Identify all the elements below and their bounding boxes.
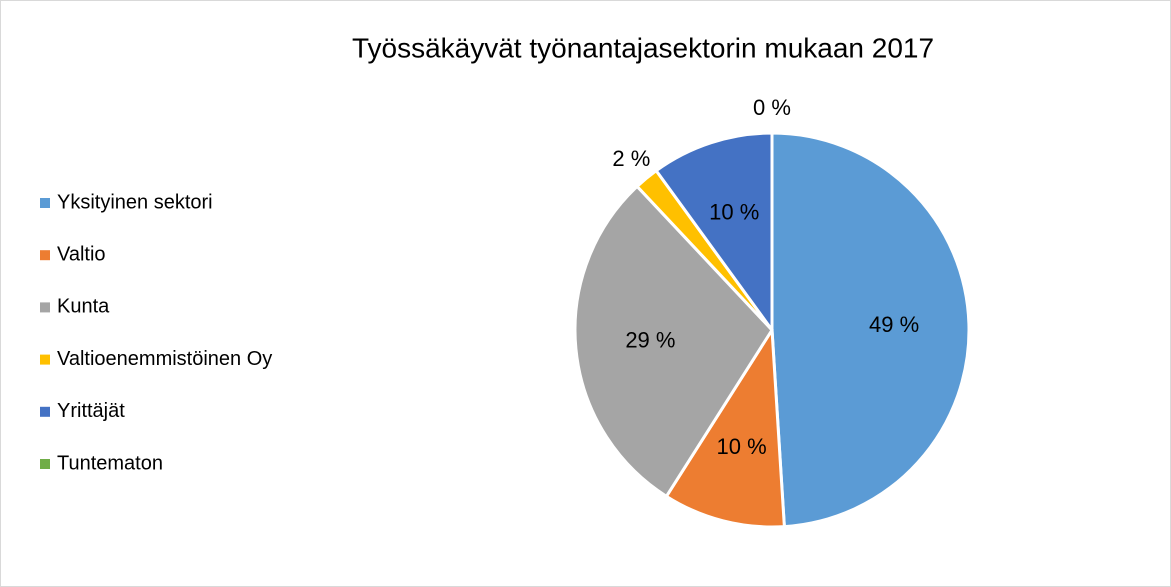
data-label: 0 % — [753, 95, 791, 120]
data-label: 10 % — [717, 434, 767, 459]
data-label: 10 % — [709, 200, 759, 225]
legend-swatch — [40, 354, 50, 365]
legend-swatch — [40, 406, 50, 417]
legend-label: Yksityinen sektori — [57, 191, 213, 213]
pie-slice — [654, 131, 774, 335]
legend-swatch — [40, 198, 50, 208]
legend-label: Valtioenemmistöinen Oy — [57, 348, 272, 370]
pie-slice — [573, 184, 774, 499]
legend-label: Valtio — [57, 243, 106, 265]
legend-swatch — [40, 250, 50, 261]
legend-swatch — [40, 302, 50, 313]
legend-label: Kunta — [57, 296, 110, 318]
chart-title: Työssäkäyvät työnantajasektorin mukaan 2… — [352, 32, 934, 63]
data-label: 49 % — [869, 312, 919, 337]
legend-label: Tuntematon — [57, 452, 163, 474]
pie-slice — [770, 131, 971, 529]
data-label: 2 % — [612, 146, 650, 171]
pie-slice — [664, 325, 786, 529]
data-label: 29 % — [625, 327, 675, 352]
legend-swatch — [40, 459, 50, 469]
legend-label: Yrittäjät — [57, 400, 125, 422]
